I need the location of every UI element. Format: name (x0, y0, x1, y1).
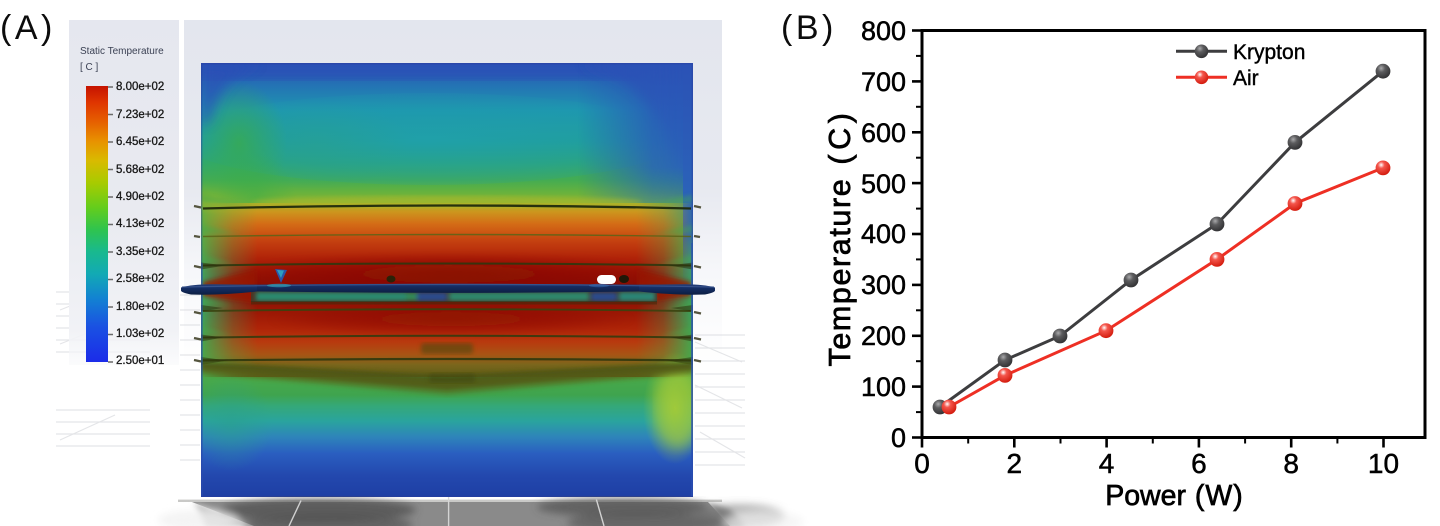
svg-text:2: 2 (1007, 448, 1023, 479)
svg-text:300: 300 (861, 270, 906, 300)
svg-text:Power (W): Power (W) (1105, 480, 1243, 512)
svg-text:800: 800 (861, 16, 906, 46)
svg-text:200: 200 (861, 321, 906, 351)
svg-text:10: 10 (1368, 448, 1399, 479)
svg-text:400: 400 (861, 219, 906, 249)
svg-text:8: 8 (1283, 448, 1299, 479)
svg-text:4: 4 (1099, 448, 1115, 479)
svg-text:0: 0 (914, 448, 930, 479)
svg-text:600: 600 (861, 118, 906, 148)
svg-text:100: 100 (861, 372, 906, 402)
svg-text:0: 0 (891, 423, 906, 453)
svg-text:500: 500 (861, 169, 906, 199)
svg-text:Temperature (C): Temperature (C) (823, 111, 857, 366)
svg-text:Air: Air (1233, 67, 1259, 90)
svg-text:6: 6 (1191, 448, 1207, 479)
svg-text:700: 700 (861, 67, 906, 97)
svg-text:Krypton: Krypton (1233, 41, 1305, 64)
